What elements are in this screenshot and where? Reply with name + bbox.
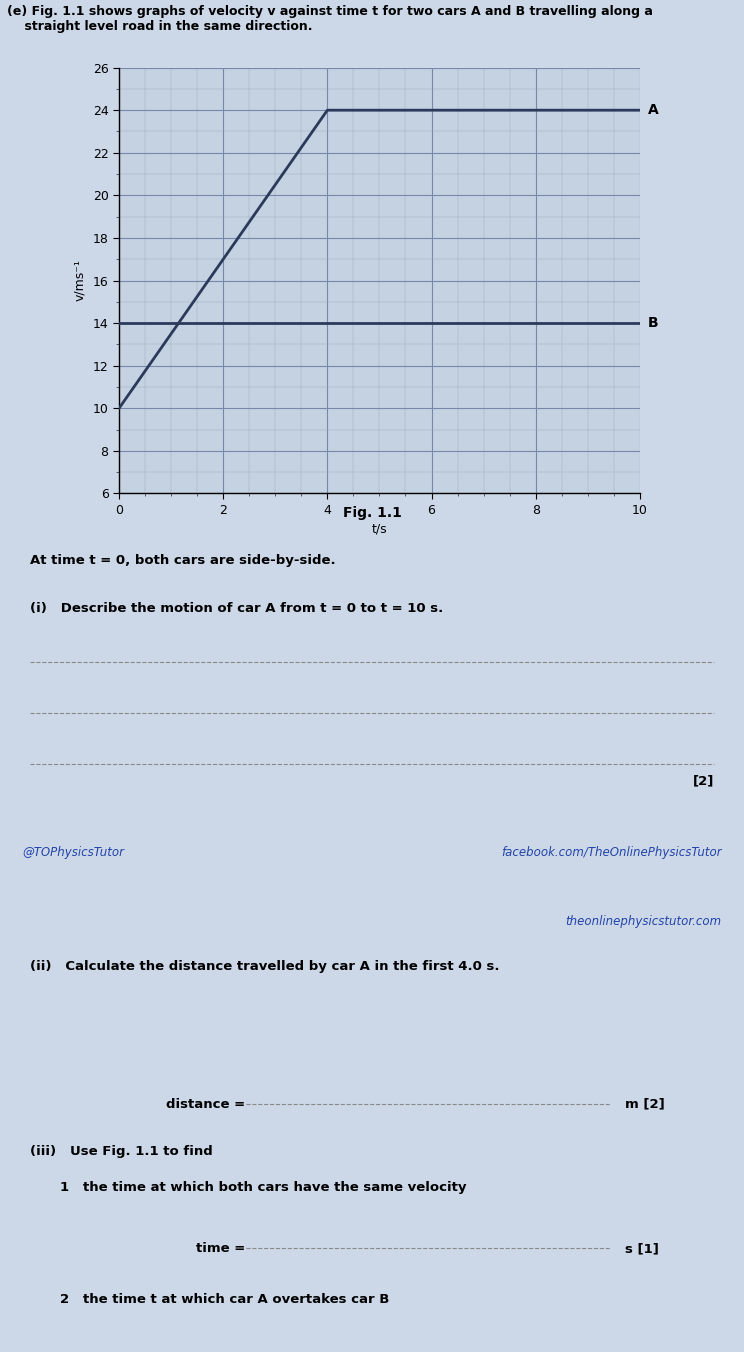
Text: [2]: [2]	[693, 773, 714, 787]
Text: At time t = 0, both cars are side-by-side.: At time t = 0, both cars are side-by-sid…	[30, 554, 336, 568]
Text: B: B	[648, 316, 658, 330]
Text: (ii)   Calculate the distance travelled by car A in the first 4.0 s.: (ii) Calculate the distance travelled by…	[30, 960, 499, 973]
Text: (e) Fig. 1.1 shows graphs of velocity v against time t for two cars A and B trav: (e) Fig. 1.1 shows graphs of velocity v …	[7, 5, 653, 34]
Text: s [1]: s [1]	[625, 1242, 659, 1255]
Y-axis label: v/ms⁻¹: v/ms⁻¹	[73, 260, 86, 301]
Text: (i)   Describe the motion of car A from t = 0 to t = 10 s.: (i) Describe the motion of car A from t …	[30, 602, 443, 615]
Text: Fig. 1.1: Fig. 1.1	[342, 506, 402, 521]
Text: facebook.com/TheOnlinePhysicsTutor: facebook.com/TheOnlinePhysicsTutor	[501, 845, 722, 859]
Text: (iii)   Use Fig. 1.1 to find: (iii) Use Fig. 1.1 to find	[30, 1145, 213, 1157]
Text: m [2]: m [2]	[625, 1098, 664, 1111]
Text: 1   the time at which both cars have the same velocity: 1 the time at which both cars have the s…	[60, 1180, 466, 1194]
Text: distance =: distance =	[167, 1098, 246, 1111]
Text: time =: time =	[196, 1242, 246, 1255]
Text: theonlinephysicstutor.com: theonlinephysicstutor.com	[565, 915, 722, 929]
X-axis label: t/s: t/s	[371, 522, 388, 535]
Text: A: A	[648, 103, 658, 118]
Text: @TOPhysicsTutor: @TOPhysicsTutor	[22, 845, 124, 859]
Text: 2   the time t at which car A overtakes car B: 2 the time t at which car A overtakes ca…	[60, 1294, 389, 1306]
